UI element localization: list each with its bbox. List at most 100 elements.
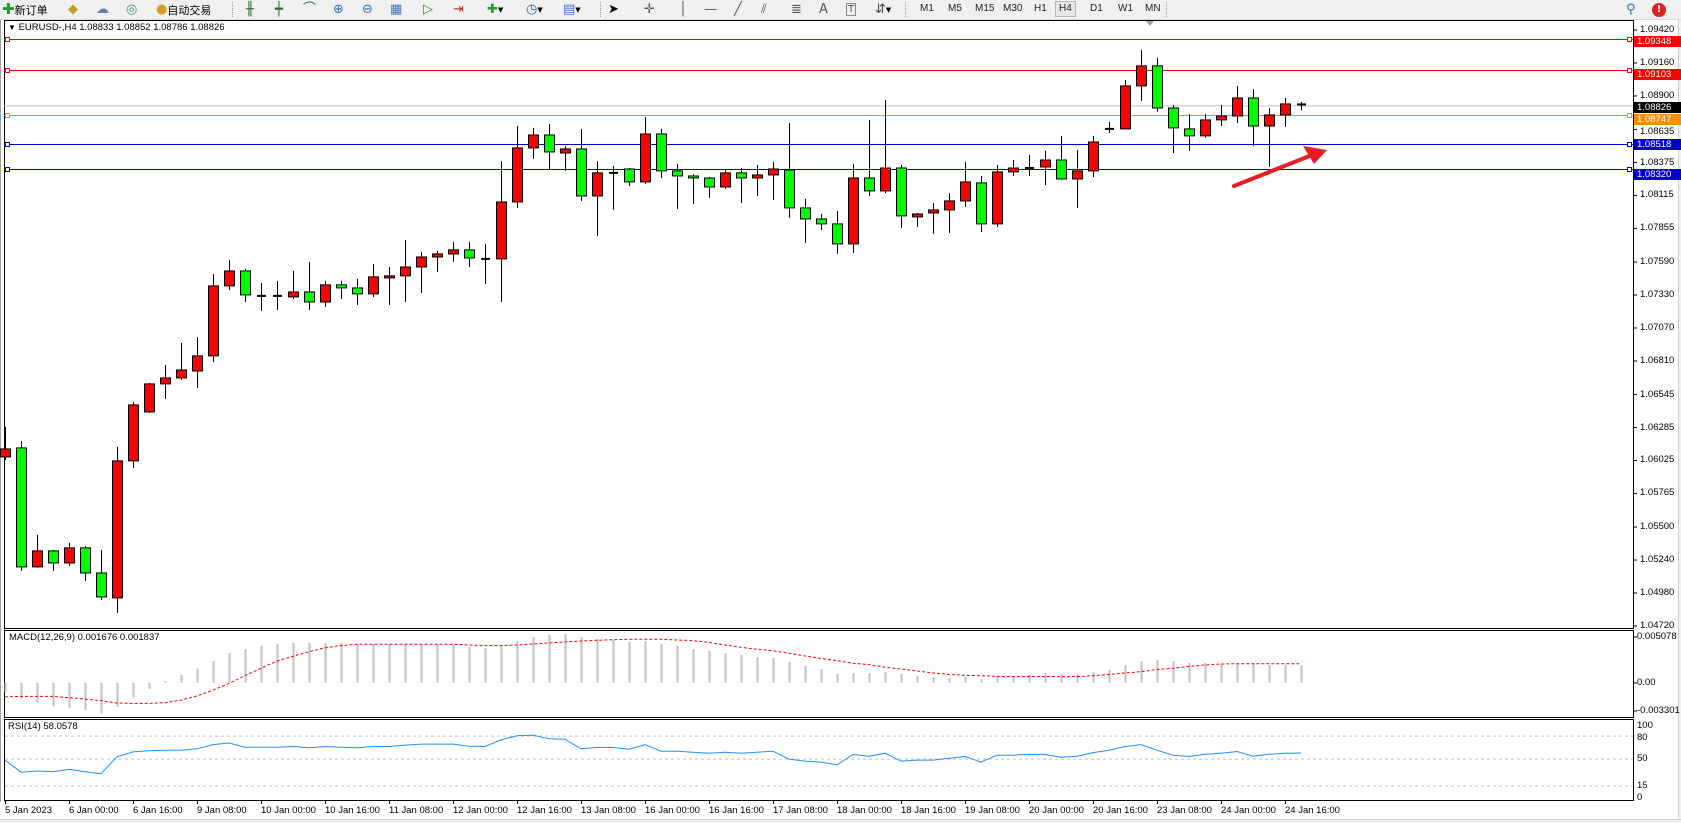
candlestick-button[interactable]: ┿ bbox=[275, 1, 283, 18]
price-axis-label: 1.09420 bbox=[1640, 24, 1675, 35]
macd-histogram-bar bbox=[452, 645, 455, 683]
candle-bullish bbox=[400, 266, 411, 277]
macd-histogram-bar bbox=[884, 672, 887, 683]
candle-bullish bbox=[432, 253, 443, 258]
notifications-button[interactable]: ! bbox=[1652, 1, 1666, 18]
fibonacci-button[interactable]: ≣ bbox=[791, 1, 802, 18]
candle-bearish bbox=[624, 168, 635, 183]
candle-bearish bbox=[896, 167, 907, 217]
line-anchor-handle bbox=[1627, 68, 1632, 73]
template-icon: ▤ bbox=[563, 2, 576, 17]
timeframe-h1[interactable]: H1 bbox=[1034, 3, 1047, 14]
time-axis-label: 19 Jan 08:00 bbox=[965, 805, 1020, 816]
macd-histogram-bar bbox=[212, 661, 215, 683]
timeframe-m1[interactable]: M1 bbox=[920, 3, 934, 14]
macd-histogram-bar bbox=[276, 643, 279, 683]
macd-histogram-bar bbox=[628, 641, 631, 683]
auto-scroll-button[interactable]: ▷ bbox=[423, 1, 433, 18]
candle-bullish bbox=[848, 177, 859, 245]
macd-histogram-bar bbox=[484, 647, 487, 683]
macd-histogram-bar bbox=[836, 673, 839, 683]
macd-histogram-bar bbox=[308, 642, 311, 683]
line-chart-button[interactable]: ⌒ bbox=[303, 1, 316, 18]
candle-bearish bbox=[736, 172, 747, 179]
macd-histogram-bar bbox=[196, 668, 199, 683]
tile-windows-button[interactable]: ▦ bbox=[390, 1, 402, 18]
indicators-button[interactable]: ✚ ▼ bbox=[487, 1, 503, 18]
macd-histogram-bar bbox=[676, 645, 679, 683]
candle-bullish bbox=[192, 355, 203, 372]
macd-axis-label: 0.00 bbox=[1637, 677, 1656, 688]
candle-bullish bbox=[1280, 103, 1291, 116]
vertical-line-button[interactable]: │ bbox=[679, 1, 687, 18]
cloud-button[interactable]: ☁ bbox=[96, 1, 109, 18]
timeframe-d1[interactable]: D1 bbox=[1090, 3, 1103, 14]
templates-button[interactable]: ▤ ▼ bbox=[563, 1, 581, 18]
time-axis-label: 18 Jan 16:00 bbox=[901, 805, 956, 816]
macd-histogram-bar bbox=[1188, 662, 1191, 683]
new-order-button[interactable]: ✚ 新订单 bbox=[2, 1, 48, 18]
candle-bearish bbox=[1184, 128, 1195, 137]
horizontal-line-button[interactable]: — bbox=[704, 1, 717, 18]
macd-histogram-bar bbox=[1172, 661, 1175, 683]
candle-bearish bbox=[80, 547, 91, 574]
timeframe-mn[interactable]: MN bbox=[1145, 3, 1161, 14]
macd-histogram-bar bbox=[948, 677, 951, 683]
periods-button[interactable]: ◷ ▼ bbox=[526, 1, 543, 18]
zoom-out-button[interactable]: ⊖ bbox=[362, 1, 373, 18]
macd-histogram-bar bbox=[116, 682, 119, 707]
time-axis-label: 10 Jan 16:00 bbox=[325, 805, 380, 816]
macd-histogram-bar bbox=[1268, 665, 1271, 683]
fibonacci-icon: ≣ bbox=[791, 2, 802, 17]
candle-bullish bbox=[320, 284, 331, 303]
time-axis-label: 24 Jan 16:00 bbox=[1285, 805, 1340, 816]
candle-bearish bbox=[1056, 159, 1067, 180]
candle-bullish bbox=[1200, 119, 1211, 137]
zoom-in-button[interactable]: ⊕ bbox=[333, 1, 344, 18]
chart-shift-icon: ⇥ bbox=[453, 2, 464, 17]
text-label-button[interactable]: T bbox=[846, 1, 857, 18]
time-axis-label: 6 Jan 00:00 bbox=[69, 805, 119, 816]
macd-histogram-bar bbox=[1220, 664, 1223, 683]
chart-shift-button[interactable]: ⇥ bbox=[453, 1, 464, 18]
price-axis-label: 1.08115 bbox=[1640, 189, 1674, 200]
cloud-icon: ☁ bbox=[96, 2, 109, 17]
search-button[interactable]: ⚲ bbox=[1626, 1, 1636, 18]
auto-trading-button[interactable]: ● 自动交易 bbox=[156, 1, 211, 18]
history-button[interactable]: ◆ bbox=[68, 1, 78, 18]
crosshair-button[interactable]: ✛ bbox=[644, 1, 655, 18]
tile-icon: ▦ bbox=[390, 2, 403, 17]
cursor-button[interactable]: ➤ bbox=[608, 1, 619, 18]
macd-histogram-bar bbox=[1012, 676, 1015, 683]
trendline-button[interactable]: ╱ bbox=[734, 1, 742, 18]
candle-bullish bbox=[288, 291, 299, 298]
signals-button[interactable]: ◎ bbox=[126, 1, 137, 18]
macd-histogram-bar bbox=[436, 644, 439, 683]
timeframe-w1[interactable]: W1 bbox=[1118, 3, 1133, 14]
timeframe-m5[interactable]: M5 bbox=[948, 3, 962, 14]
collapse-triangle-icon[interactable]: ▼ bbox=[8, 23, 16, 32]
macd-histogram-bar bbox=[324, 642, 327, 683]
macd-histogram-bar bbox=[580, 637, 583, 683]
macd-histogram-bar bbox=[964, 677, 967, 683]
macd-histogram-bar bbox=[244, 649, 247, 683]
price-axis-label: 1.08900 bbox=[1640, 90, 1675, 101]
macd-histogram-bar bbox=[996, 676, 999, 683]
timeframe-m15[interactable]: M15 bbox=[975, 3, 995, 14]
time-axis-label: 12 Jan 16:00 bbox=[517, 805, 572, 816]
text-button[interactable]: A bbox=[819, 1, 828, 18]
arrows-button[interactable]: ⇵ ▼ bbox=[875, 1, 891, 18]
toolbar-separator bbox=[905, 2, 906, 17]
macd-histogram-bar bbox=[148, 682, 151, 689]
timeframe-h4[interactable]: H4 bbox=[1055, 1, 1076, 17]
horizontal-line-price-label: 1.08747 bbox=[1634, 114, 1681, 125]
candle-bullish bbox=[112, 460, 123, 599]
candle-bullish bbox=[992, 171, 1003, 225]
toolbar-separator bbox=[1166, 2, 1167, 17]
bar-chart-button[interactable]: ╫ bbox=[246, 1, 254, 18]
timeframe-m30[interactable]: M30 bbox=[1003, 3, 1023, 14]
candle-bullish bbox=[752, 174, 763, 179]
line-anchor-handle bbox=[5, 68, 10, 73]
equidistant-channel-button[interactable]: ⫽ bbox=[761, 1, 767, 18]
